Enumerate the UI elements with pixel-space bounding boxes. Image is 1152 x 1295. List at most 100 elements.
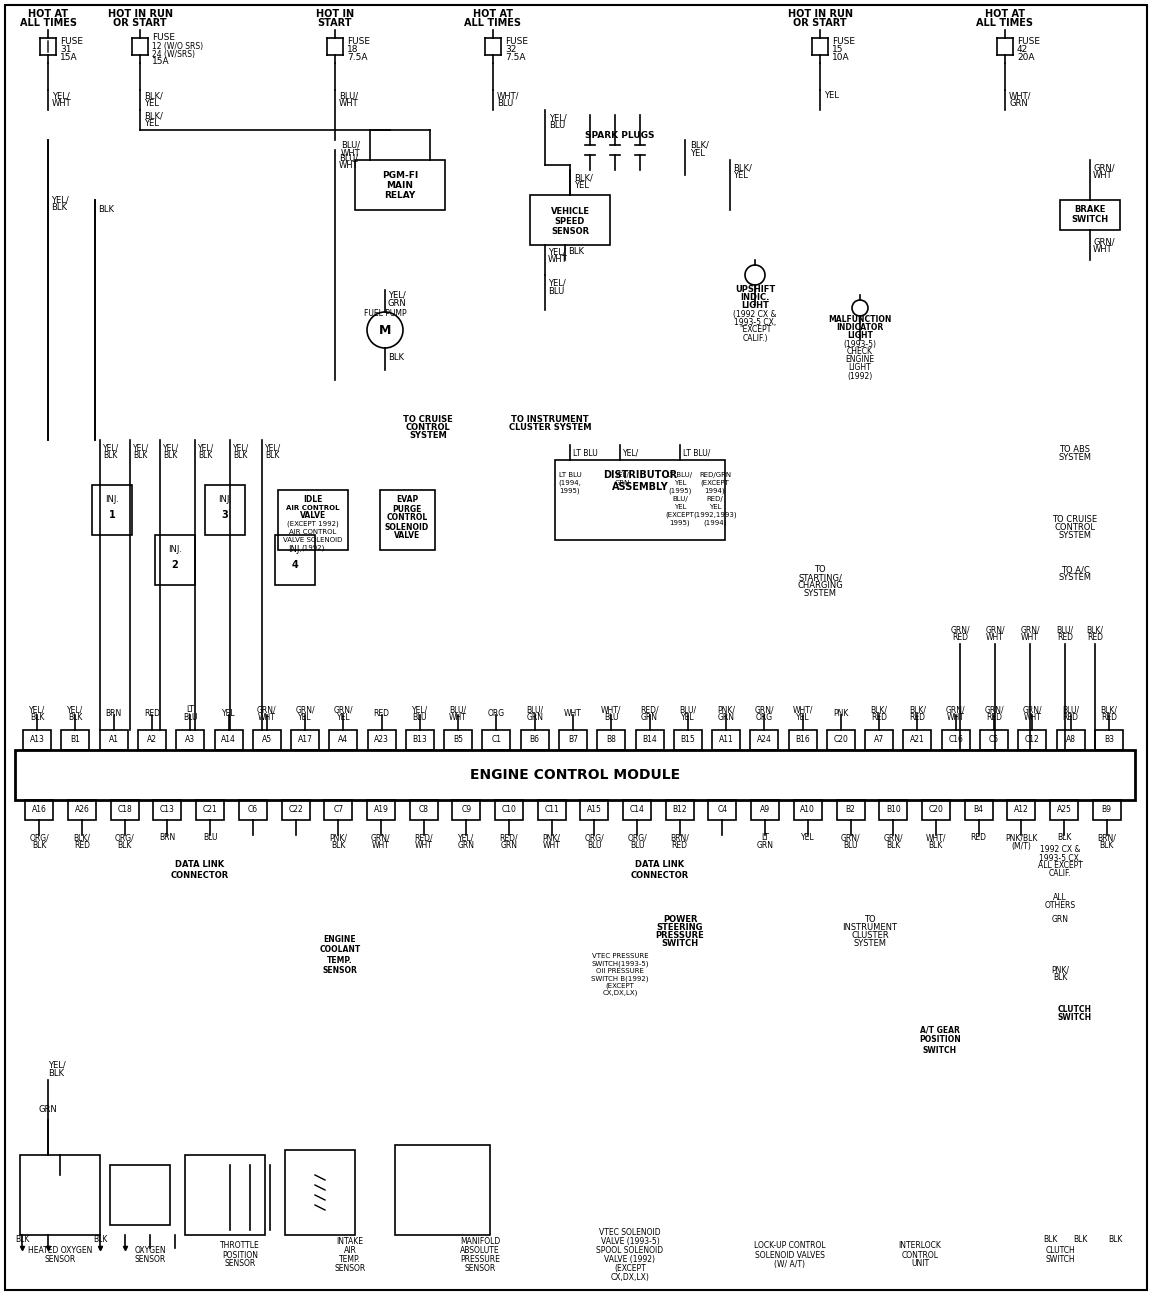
Text: GRN/: GRN/ [295, 706, 314, 715]
Text: PURGE: PURGE [393, 505, 422, 514]
Text: A14: A14 [221, 736, 236, 745]
Bar [324, 800, 353, 820]
Text: LT: LT [187, 706, 195, 715]
Text: HOT AT: HOT AT [985, 9, 1025, 19]
Text: BLU: BLU [497, 100, 514, 109]
Text: ORG/: ORG/ [115, 834, 135, 843]
Text: BLU/: BLU/ [339, 92, 358, 101]
Text: VALVE: VALVE [300, 512, 326, 521]
Text: ORG/: ORG/ [30, 834, 50, 843]
Bar [581, 800, 608, 820]
Text: YEL: YEL [733, 171, 748, 180]
Text: RED: RED [672, 842, 688, 851]
Text: BLK: BLK [198, 452, 212, 461]
Bar [196, 800, 225, 820]
Text: C14: C14 [630, 805, 644, 815]
Text: B3: B3 [1104, 736, 1114, 745]
Text: A3: A3 [185, 736, 196, 745]
Text: C5: C5 [988, 736, 999, 745]
Text: RED/: RED/ [641, 706, 659, 715]
Text: ALL TIMES: ALL TIMES [464, 18, 522, 28]
Text: THROTTLE: THROTTLE [220, 1242, 260, 1251]
Text: ENGINE: ENGINE [846, 356, 874, 364]
Text: RED/GRN: RED/GRN [699, 471, 732, 478]
Text: SWITCH: SWITCH [1071, 215, 1108, 224]
Text: BLK: BLK [68, 714, 83, 723]
Text: WHT/: WHT/ [497, 92, 520, 101]
Text: BLK/: BLK/ [144, 92, 162, 101]
Text: C10: C10 [501, 805, 516, 815]
Bar [636, 730, 664, 750]
Text: 1: 1 [108, 510, 115, 521]
Text: (1994): (1994) [704, 519, 727, 526]
Text: GRN/: GRN/ [1093, 237, 1115, 246]
Text: BLK: BLK [30, 714, 44, 723]
Text: BLK/: BLK/ [871, 706, 888, 715]
Text: GRN/: GRN/ [984, 706, 1003, 715]
Text: HOT AT: HOT AT [473, 9, 513, 19]
Text: GRN/: GRN/ [1023, 706, 1043, 715]
Text: WHT: WHT [947, 714, 964, 723]
Text: GRN: GRN [526, 714, 544, 723]
Text: CLUTCH: CLUTCH [1058, 1005, 1092, 1014]
Text: YEL: YEL [336, 714, 350, 723]
Text: 1995): 1995) [560, 488, 581, 495]
Text: LIGHT: LIGHT [741, 302, 768, 311]
Bar [185, 1155, 265, 1235]
Text: (EXCEPT: (EXCEPT [666, 512, 695, 518]
Text: (W/ A/T): (W/ A/T) [774, 1260, 805, 1269]
Text: CONTROL: CONTROL [902, 1251, 939, 1260]
Text: UPSHIFT: UPSHIFT [735, 285, 775, 294]
Bar [367, 730, 395, 750]
Text: SPARK PLUGS: SPARK PLUGS [585, 131, 654, 140]
Text: RED/: RED/ [415, 834, 433, 843]
Text: VTEC SOLENOID: VTEC SOLENOID [599, 1228, 661, 1237]
Text: 1993-5 CX,: 1993-5 CX, [1039, 853, 1081, 862]
Text: OR START: OR START [113, 18, 167, 28]
Bar [205, 486, 245, 535]
Text: CALIF.): CALIF.) [742, 334, 767, 342]
Text: PNK/: PNK/ [543, 834, 561, 843]
Text: BLK: BLK [265, 452, 280, 461]
Text: (M/T): (M/T) [1011, 842, 1031, 851]
Text: BLK: BLK [1073, 1235, 1087, 1244]
Text: (1995): (1995) [668, 488, 691, 495]
Text: WHT: WHT [1021, 633, 1039, 642]
Text: GRN: GRN [388, 299, 407, 307]
Text: A19: A19 [373, 805, 388, 815]
Text: B13: B13 [412, 736, 427, 745]
Text: TO ABS: TO ABS [1060, 445, 1091, 455]
Text: YEL/: YEL/ [67, 706, 84, 715]
Bar [597, 730, 626, 750]
Text: SPEED: SPEED [555, 218, 585, 227]
Text: 24 (W/SRS): 24 (W/SRS) [152, 49, 195, 58]
Text: TO CRUISE: TO CRUISE [1053, 515, 1098, 524]
Text: SYSTEM: SYSTEM [1059, 531, 1091, 540]
Text: CONTROL: CONTROL [406, 423, 450, 433]
Bar [827, 730, 855, 750]
Text: 4: 4 [291, 559, 298, 570]
Bar [252, 730, 281, 750]
Text: OXYGEN: OXYGEN [134, 1246, 166, 1255]
Text: A1: A1 [108, 736, 119, 745]
Text: CONTROL: CONTROL [386, 514, 427, 522]
Text: YEL: YEL [824, 92, 839, 101]
Text: INSTRUMENT: INSTRUMENT [842, 923, 897, 932]
Text: INJ.: INJ. [218, 496, 232, 505]
Text: RED/: RED/ [706, 496, 723, 502]
Text: BLK: BLK [1056, 834, 1071, 843]
Text: ALL: ALL [1053, 894, 1067, 903]
Text: GRN: GRN [39, 1106, 58, 1115]
Text: YEL: YEL [298, 714, 312, 723]
Text: PNK/: PNK/ [1051, 966, 1069, 975]
Text: YEL: YEL [221, 710, 235, 719]
Bar [138, 730, 166, 750]
Text: SYSTEM: SYSTEM [409, 431, 447, 440]
Text: IDLE: IDLE [303, 496, 323, 505]
Text: TO: TO [814, 566, 826, 575]
Text: YEL/: YEL/ [550, 114, 567, 123]
Text: SENSOR: SENSOR [45, 1255, 76, 1264]
Text: YEL/: YEL/ [548, 247, 566, 256]
Text: LT: LT [761, 834, 770, 843]
Text: GRN: GRN [641, 714, 658, 723]
